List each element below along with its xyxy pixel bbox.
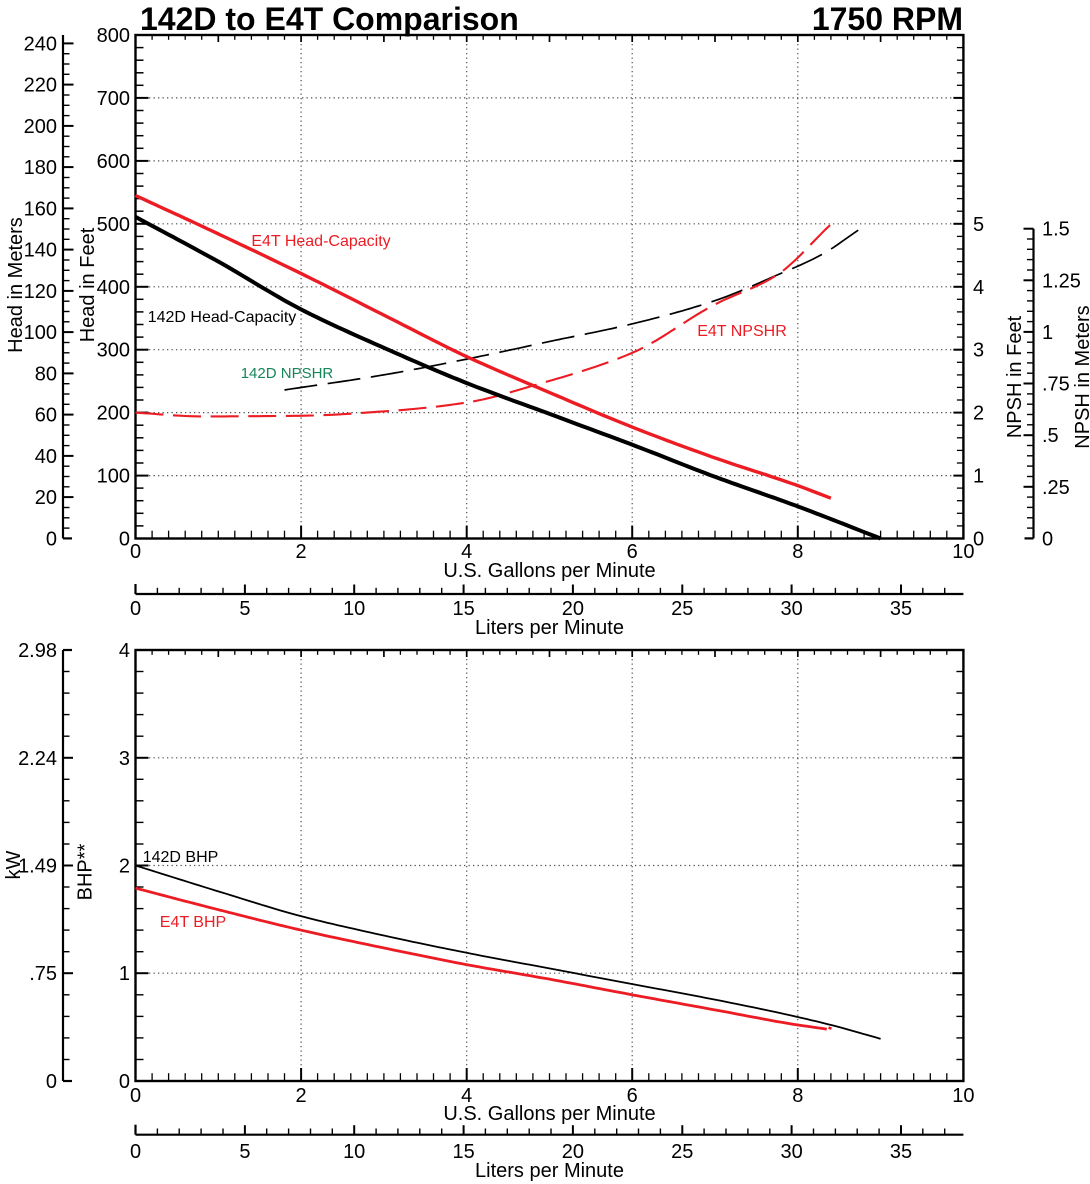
svg-text:160: 160 [24,198,57,220]
svg-text:.75: .75 [1042,374,1070,396]
svg-text:200: 200 [97,403,130,425]
svg-text:600: 600 [97,151,130,173]
svg-text:2.98: 2.98 [18,640,57,662]
svg-text:10: 10 [952,1085,974,1107]
svg-text:100: 100 [24,322,57,344]
svg-text:4: 4 [119,640,130,662]
svg-text:700: 700 [97,88,130,110]
svg-text:NPSH in Meters: NPSH in Meters [1072,305,1090,448]
svg-text:2: 2 [119,856,130,878]
svg-text:4: 4 [461,1085,472,1107]
svg-text:Head in Meters: Head in Meters [5,217,27,353]
svg-text:E4T NPSHR: E4T NPSHR [697,323,787,340]
svg-text:142D to E4T Comparison: 142D to E4T Comparison [140,1,519,37]
svg-text:Liters per Minute: Liters per Minute [475,617,624,639]
svg-text:4: 4 [461,541,472,563]
svg-text:1.5: 1.5 [1042,219,1070,241]
svg-text:35: 35 [890,1141,912,1163]
svg-text:35: 35 [890,598,912,620]
svg-text:1: 1 [1042,322,1053,344]
svg-text:100: 100 [97,466,130,488]
svg-text:300: 300 [97,340,130,362]
svg-text:Liters per Minute: Liters per Minute [475,1160,624,1182]
svg-text:200: 200 [24,116,57,138]
svg-text:500: 500 [97,214,130,236]
svg-text:25: 25 [671,598,693,620]
svg-text:Head in Feet: Head in Feet [77,227,99,342]
svg-text:20: 20 [35,487,57,509]
svg-text:10: 10 [952,541,974,563]
svg-text:2: 2 [973,403,984,425]
svg-text:1.25: 1.25 [1042,270,1081,292]
svg-text:15: 15 [452,1141,474,1163]
svg-text:.5: .5 [1042,425,1059,447]
svg-text:20: 20 [562,598,584,620]
svg-text:E4T BHP: E4T BHP [160,914,226,931]
svg-text:142D NPSHR: 142D NPSHR [241,365,334,382]
svg-text:240: 240 [24,33,57,55]
svg-text:10: 10 [343,598,365,620]
svg-text:2.24: 2.24 [18,748,57,770]
svg-text:0: 0 [1042,528,1053,550]
svg-text:5: 5 [239,598,250,620]
svg-text:.25: .25 [1042,477,1070,499]
svg-text:.75: .75 [29,963,57,985]
svg-text:6: 6 [627,541,638,563]
svg-text:40: 40 [35,446,57,468]
svg-text:1750 RPM: 1750 RPM [812,1,963,37]
svg-text:10: 10 [343,1141,365,1163]
svg-text:U.S. Gallons per Minute: U.S. Gallons per Minute [443,560,655,582]
svg-text:5: 5 [239,1141,250,1163]
svg-text:8: 8 [792,541,803,563]
svg-text:30: 30 [780,1141,802,1163]
svg-text:142D Head-Capacity: 142D Head-Capacity [148,309,297,326]
svg-text:180: 180 [24,157,57,179]
svg-text:0: 0 [130,1085,141,1107]
svg-text:800: 800 [97,25,130,47]
svg-text:1.49: 1.49 [18,856,57,878]
svg-text:0: 0 [973,529,984,551]
svg-text:1: 1 [973,466,984,488]
svg-text:0: 0 [130,541,141,563]
svg-text:0: 0 [46,1071,57,1093]
svg-text:220: 220 [24,75,57,97]
svg-text:2: 2 [296,541,307,563]
svg-text:BHP**: BHP** [75,843,97,900]
svg-text:30: 30 [780,598,802,620]
svg-text:3: 3 [119,748,130,770]
svg-text:E4T Head-Capacity: E4T Head-Capacity [251,233,390,250]
svg-text:1: 1 [119,963,130,985]
svg-text:400: 400 [97,277,130,299]
svg-text:0: 0 [130,1141,141,1163]
svg-text:3: 3 [973,340,984,362]
svg-text:120: 120 [24,281,57,303]
svg-text:20: 20 [562,1141,584,1163]
svg-text:2: 2 [296,1085,307,1107]
svg-text:8: 8 [792,1085,803,1107]
svg-text:25: 25 [671,1141,693,1163]
svg-text:142D BHP: 142D BHP [143,849,219,866]
svg-text:140: 140 [24,240,57,262]
svg-text:0: 0 [46,528,57,550]
svg-text:U.S. Gallons per Minute: U.S. Gallons per Minute [443,1103,655,1125]
svg-text:0: 0 [119,1071,130,1093]
svg-text:0: 0 [119,529,130,551]
svg-text:4: 4 [973,277,984,299]
svg-text:5: 5 [973,214,984,236]
svg-text:6: 6 [627,1085,638,1107]
svg-text:60: 60 [35,405,57,427]
svg-text:NPSH in Feet: NPSH in Feet [1004,315,1026,438]
svg-text:15: 15 [452,598,474,620]
svg-text:0: 0 [130,598,141,620]
svg-text:80: 80 [35,363,57,385]
svg-text:kW: kW [3,850,25,879]
